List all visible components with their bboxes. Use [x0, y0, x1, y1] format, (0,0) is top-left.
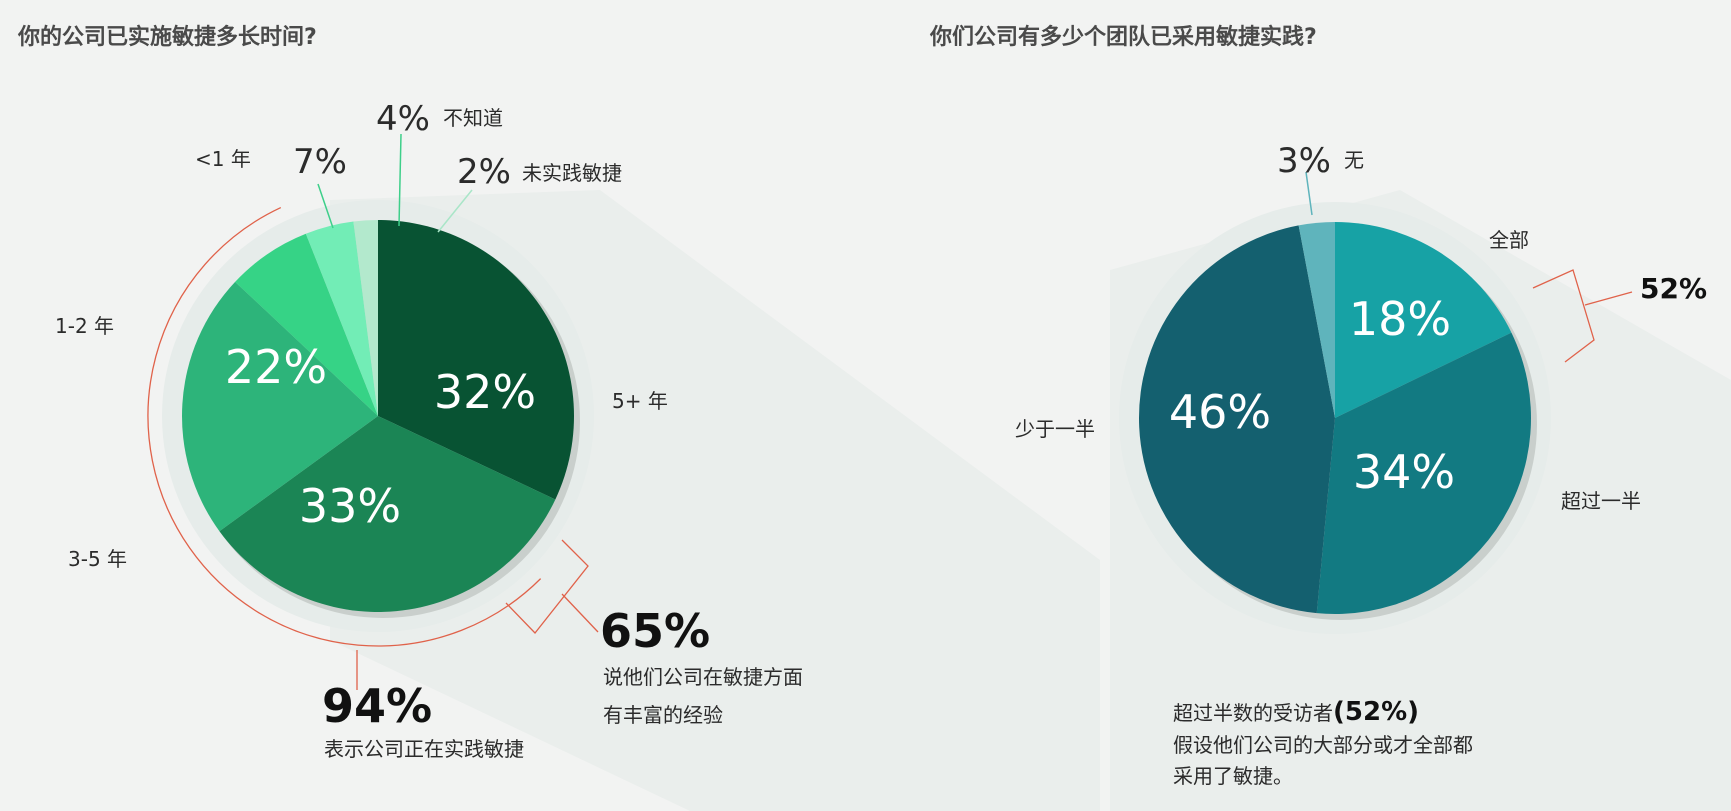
slice-value-18: 18%	[1349, 292, 1451, 346]
category-label-more-than-half: 超过一半	[1561, 489, 1641, 513]
category-label-less-than-half: 少于一半	[1015, 417, 1095, 441]
annotation-52-summary-line3: 采用了敏捷。	[1173, 764, 1293, 788]
leader-2	[437, 189, 473, 233]
category-label-5plus: 5+ 年	[612, 389, 668, 413]
bracket-52-connector	[1584, 291, 1633, 306]
slice-value-46: 46%	[1169, 385, 1271, 439]
annotation-65-line2: 有丰富的经验	[603, 703, 723, 727]
annotation-52-summary-line1: 超过半数的受访者(52%)	[1173, 697, 1419, 727]
pie-right	[1139, 222, 1531, 614]
annotation-52-summary-value: (52%)	[1333, 697, 1419, 727]
chart-left: 你的公司已实施敏捷多长时间? 32% 33% 22% 7% 4% 2% 5+ 年…	[17, 24, 803, 761]
bracket-94-arc	[147, 206, 542, 647]
annotation-65-line1: 说他们公司在敏捷方面	[603, 665, 803, 689]
category-label-all: 全部	[1489, 228, 1529, 252]
pie-left	[181, 220, 575, 613]
pie-right-slice-3	[1298, 222, 1335, 418]
leader-3	[1305, 171, 1313, 216]
category-label-lt1: <1 年	[195, 147, 251, 171]
leader-7	[317, 183, 334, 229]
bracket-65	[505, 539, 589, 634]
category-label-unknown: 不知道	[443, 106, 503, 130]
slice-value-3: 3%	[1277, 141, 1331, 181]
pie-left-slice-3	[235, 233, 378, 416]
annotation-52-summary-line2: 假设他们公司的大部分或才全部都	[1173, 733, 1473, 757]
category-label-1-2: 1-2 年	[55, 314, 114, 338]
slice-value-33: 33%	[299, 479, 401, 533]
category-label-3-5: 3-5 年	[68, 547, 127, 571]
pie-right-slice-2	[1139, 225, 1335, 614]
pie-right-slice-1	[1316, 332, 1531, 614]
slice-value-4: 4%	[376, 99, 430, 139]
annotation-52-value: 52%	[1640, 272, 1707, 305]
pie-left-slice-5	[353, 220, 378, 416]
pie-right-slice-0	[1335, 222, 1512, 418]
chart-right: 你们公司有多少个团队已采用敏捷实践? 18% 34% 46% 3% 全部 超过一…	[929, 24, 1707, 788]
chart-right-title: 你们公司有多少个团队已采用敏捷实践?	[929, 24, 1317, 50]
bracket-52	[1532, 269, 1595, 363]
leader-4	[398, 133, 402, 227]
annotation-65-value: 65%	[600, 604, 710, 658]
category-label-not-practicing: 未实践敏捷	[522, 161, 622, 185]
slice-value-7: 7%	[293, 142, 347, 182]
slice-value-22: 22%	[225, 340, 327, 394]
annotation-52-lead: 超过半数的受访者	[1173, 701, 1333, 725]
bracket-65-connector	[561, 593, 599, 633]
pie-left-slice-2	[181, 281, 378, 532]
chart-left-title: 你的公司已实施敏捷多长时间?	[17, 24, 317, 50]
slice-value-2: 2%	[457, 152, 511, 192]
annotation-94-value: 94%	[322, 679, 432, 733]
slice-value-34: 34%	[1353, 445, 1455, 499]
annotation-94-text: 表示公司正在实践敏捷	[324, 737, 524, 761]
pie-left-slice-0	[378, 220, 575, 500]
pie-left-slice-4	[305, 221, 378, 416]
category-label-none: 无	[1344, 148, 1364, 172]
pie-left-slice-1	[219, 416, 556, 613]
slice-value-32: 32%	[434, 365, 536, 419]
